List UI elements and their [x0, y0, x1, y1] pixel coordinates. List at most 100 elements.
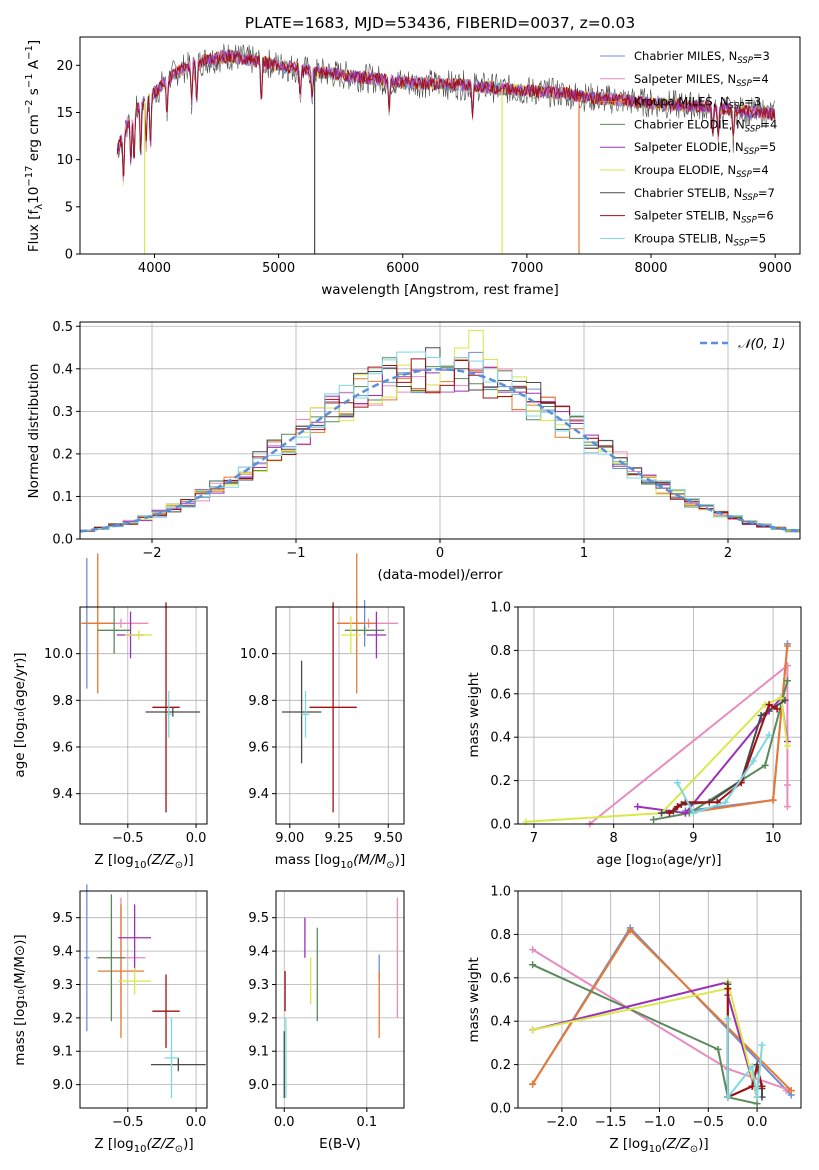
mass-ebv-y-tick-label: 9.0: [248, 1078, 269, 1093]
weight-age-marker-kroupa-miles: [769, 796, 777, 804]
histogram-plot-area: −2 −1 0 1 2 0.0 0.1 0.2 0.3 0.4 0.5: [52, 320, 801, 561]
age-z-y-tick-label: 9.4: [52, 787, 73, 802]
mass-vs-metallicity-panel: −0.5 0.0 9.0 9.1 9.2 9.3 9.4 9.5 Z [log10(Z/Z⊙)…: [12, 884, 208, 1155]
age-mass-y-tick-label: 9.8: [248, 694, 269, 709]
legend-label-kroupa-elodie: Kroupa ELODIE, NSSP=4: [634, 163, 769, 180]
spectrum-legend: Chabrier MILES, NSSP=3 Salpeter MILES, NS…: [600, 49, 777, 248]
mass-z-y-tick-label: 9.3: [52, 978, 73, 993]
weight-age-marker-salpeter-miles: [783, 803, 791, 811]
age-z-frame: [79, 606, 208, 825]
mass-z-point-kroupa-stelib: [164, 1017, 179, 1098]
age-vs-metallicity-x-axis-label: Z [log10(Z/Z⊙)]: [94, 852, 193, 871]
histogram-y-tick-label: 0.3: [52, 405, 73, 420]
weight-z-marker-kroupa-miles: [787, 1087, 795, 1095]
weight-z-y-tick-label: 0.4: [490, 1015, 511, 1030]
spectrum-y-tick-label: 10: [56, 153, 73, 168]
weight-z-x-tick-label: −1.5: [595, 1115, 627, 1130]
weight-z-marker-salpeter-stelib: [724, 985, 732, 993]
spectrum-x-axis-label: wavelength [Angstrom, rest frame]: [321, 282, 559, 298]
spectrum-x-tick-label: 4000: [138, 261, 171, 276]
age-vs-mass-x-axis-label: mass [log10(M/M⊙)]: [275, 852, 405, 871]
weight-age-frame: [517, 606, 802, 825]
mass-ebv-y-tick-label: 9.4: [248, 945, 269, 960]
mass-z-point-salpeter-stelib: [152, 974, 180, 1048]
weight-age-x-tick-label: 8: [610, 831, 618, 846]
mass-z-point-chabrier-elodie: [97, 894, 126, 1022]
weight-age-marker-kroupa-stelib: [673, 779, 681, 787]
weight-age-marker-kroupa-miles: [783, 642, 791, 650]
histogram-x-tick-label: 1: [580, 546, 588, 561]
mass-weight-vs-metallicity-plot-area: −2.0 −1.5 −1.0 −0.5 0.0 0.0 0.2 0.4 0.6 0.8 1.0: [490, 885, 802, 1130]
mass-vs-extinction-x-axis-label: E(B-V): [319, 1136, 361, 1152]
age-mass-point-chabrier-stelib: [281, 660, 322, 764]
weight-age-marker-chabrier-stelib: [757, 712, 765, 719]
weight-age-marker-salpeter-miles: [783, 781, 791, 789]
weight-z-y-tick-label: 1.0: [490, 885, 511, 900]
legend-label-salpeter-stelib: Salpeter STELIB, NSSP=6: [634, 209, 774, 226]
spectrum-x-tick-label: 5000: [262, 261, 295, 276]
weight-age-marker-chabrier-elodie: [783, 677, 791, 685]
mass-vs-metallicity-plot-area: −0.5 0.0 9.0 9.1 9.2 9.3 9.4 9.5: [52, 884, 208, 1130]
weight-age-x-tick-label: 10: [765, 831, 782, 846]
mass-z-frame: [79, 890, 208, 1109]
mass-vs-metallicity-x-axis-label: Z [log10(Z/Z⊙)]: [94, 1136, 193, 1155]
weight-z-y-tick-label: 0.6: [490, 971, 511, 986]
spectrum-x-tick-label: 8000: [634, 261, 667, 276]
age-mass-point-chabrier-elodie: [344, 625, 385, 635]
age-mass-y-tick-label: 10.0: [240, 647, 269, 662]
mass-z-y-tick-label: 9.4: [52, 945, 73, 960]
histogram-y-tick-label: 0.2: [52, 447, 73, 462]
weight-age-line-salpeter-miles: [589, 663, 789, 825]
residual-histogram-panel: −2 −1 0 1 2 0.0 0.1 0.2 0.3 0.4 0.5 𝒩(0, 1) (data-…: [26, 320, 801, 583]
mass-z-point-kroupa-miles: [97, 904, 145, 1038]
weight-age-marker-chabrier-stelib: [781, 696, 789, 704]
weight-age-marker-chabrier-elodie: [650, 816, 658, 824]
weight-age-marker-kroupa-stelib: [721, 798, 729, 806]
spectrum-y-tick-label: 20: [56, 59, 73, 74]
spectrum-frame: [79, 36, 801, 255]
weight-age-marker-kroupa-elodie: [777, 694, 785, 702]
weight-age-marker-kroupa-stelib: [765, 731, 773, 739]
weight-z-x-tick-label: 0.0: [747, 1115, 768, 1130]
weight-z-y-tick-label: 0.0: [490, 1102, 511, 1117]
histogram-x-axis-label: (data-model)/error: [377, 567, 503, 583]
mass-weight-vs-age-y-axis-label: mass weight: [466, 672, 482, 757]
legend-label-salpeter-elodie: Salpeter ELODIE, NSSP=5: [634, 140, 776, 157]
legend-label-chabrier-miles: Chabrier MILES, NSSP=3: [634, 49, 770, 66]
mass-weight-vs-age-plot-area: 7 8 9 10 0.0 0.2 0.4 0.6 0.8 1.0: [490, 601, 802, 846]
age-mass-frame: [275, 606, 405, 825]
weight-age-y-tick-label: 0.0: [490, 818, 511, 833]
age-vs-metallicity-plot-area: −0.5 0.0 9.4 9.6 9.8 10.0: [44, 553, 208, 846]
histogram-y-tick-label: 0.5: [52, 320, 73, 335]
age-mass-y-tick-label: 9.4: [248, 787, 269, 802]
spectrum-y-axis-label: Flux [fλ10−17 erg cm−2 s−1 A−1]: [24, 40, 45, 252]
mass-ebv-frame: [275, 890, 405, 1109]
weight-age-x-tick-label: 9: [689, 831, 697, 846]
mass-z-point-chabrier-miles: [84, 884, 90, 1032]
histogram-x-tick-label: −1: [286, 546, 305, 561]
normal-legend-label: 𝒩(0, 1): [738, 337, 785, 352]
age-mass-point-kroupa-elodie: [340, 616, 361, 654]
age-mass-x-tick-label: 9.50: [374, 831, 403, 846]
legend-label-kroupa-stelib: Kroupa STELIB, NSSP=5: [634, 231, 766, 248]
weight-age-marker-kroupa-stelib: [749, 757, 757, 765]
age-z-point-kroupa-elodie: [125, 630, 153, 640]
mass-z-x-tick-label: −0.5: [112, 1115, 144, 1130]
weight-age-marker-kroupa-elodie: [783, 742, 791, 750]
spectrum-plot-area: 4000 5000 6000 7000 8000 9000 0 5 10 15 20: [56, 36, 801, 276]
weight-age-marker-chabrier-stelib: [657, 809, 665, 817]
weight-z-marker-chabrier-elodie: [753, 1100, 761, 1108]
age-mass-point-salpeter-elodie: [366, 611, 387, 659]
spectrum-x-tick-label: 9000: [759, 261, 792, 276]
weight-z-marker-kroupa-stelib: [748, 1063, 756, 1071]
mass-ebv-x-tick-label: 0.0: [274, 1115, 295, 1130]
mass-z-point-salpeter-elodie: [118, 904, 152, 972]
weight-age-marker-salpeter-stelib: [765, 701, 773, 709]
age-mass-point-salpeter-stelib: [309, 602, 357, 813]
spectrum-y-tick-label: 5: [65, 200, 73, 215]
mass-weight-vs-metallicity-panel: −2.0 −1.5 −1.0 −0.5 0.0 0.0 0.2 0.4 0.6 0.8 1.0 Z …: [466, 885, 802, 1155]
mass-vs-extinction-panel: 0.0 0.1 9.0 9.1 9.2 9.3 9.4 9.5 E(B-V): [248, 890, 405, 1152]
histogram-y-tick-label: 0.1: [52, 490, 73, 505]
weight-z-x-tick-label: −2.0: [546, 1115, 578, 1130]
